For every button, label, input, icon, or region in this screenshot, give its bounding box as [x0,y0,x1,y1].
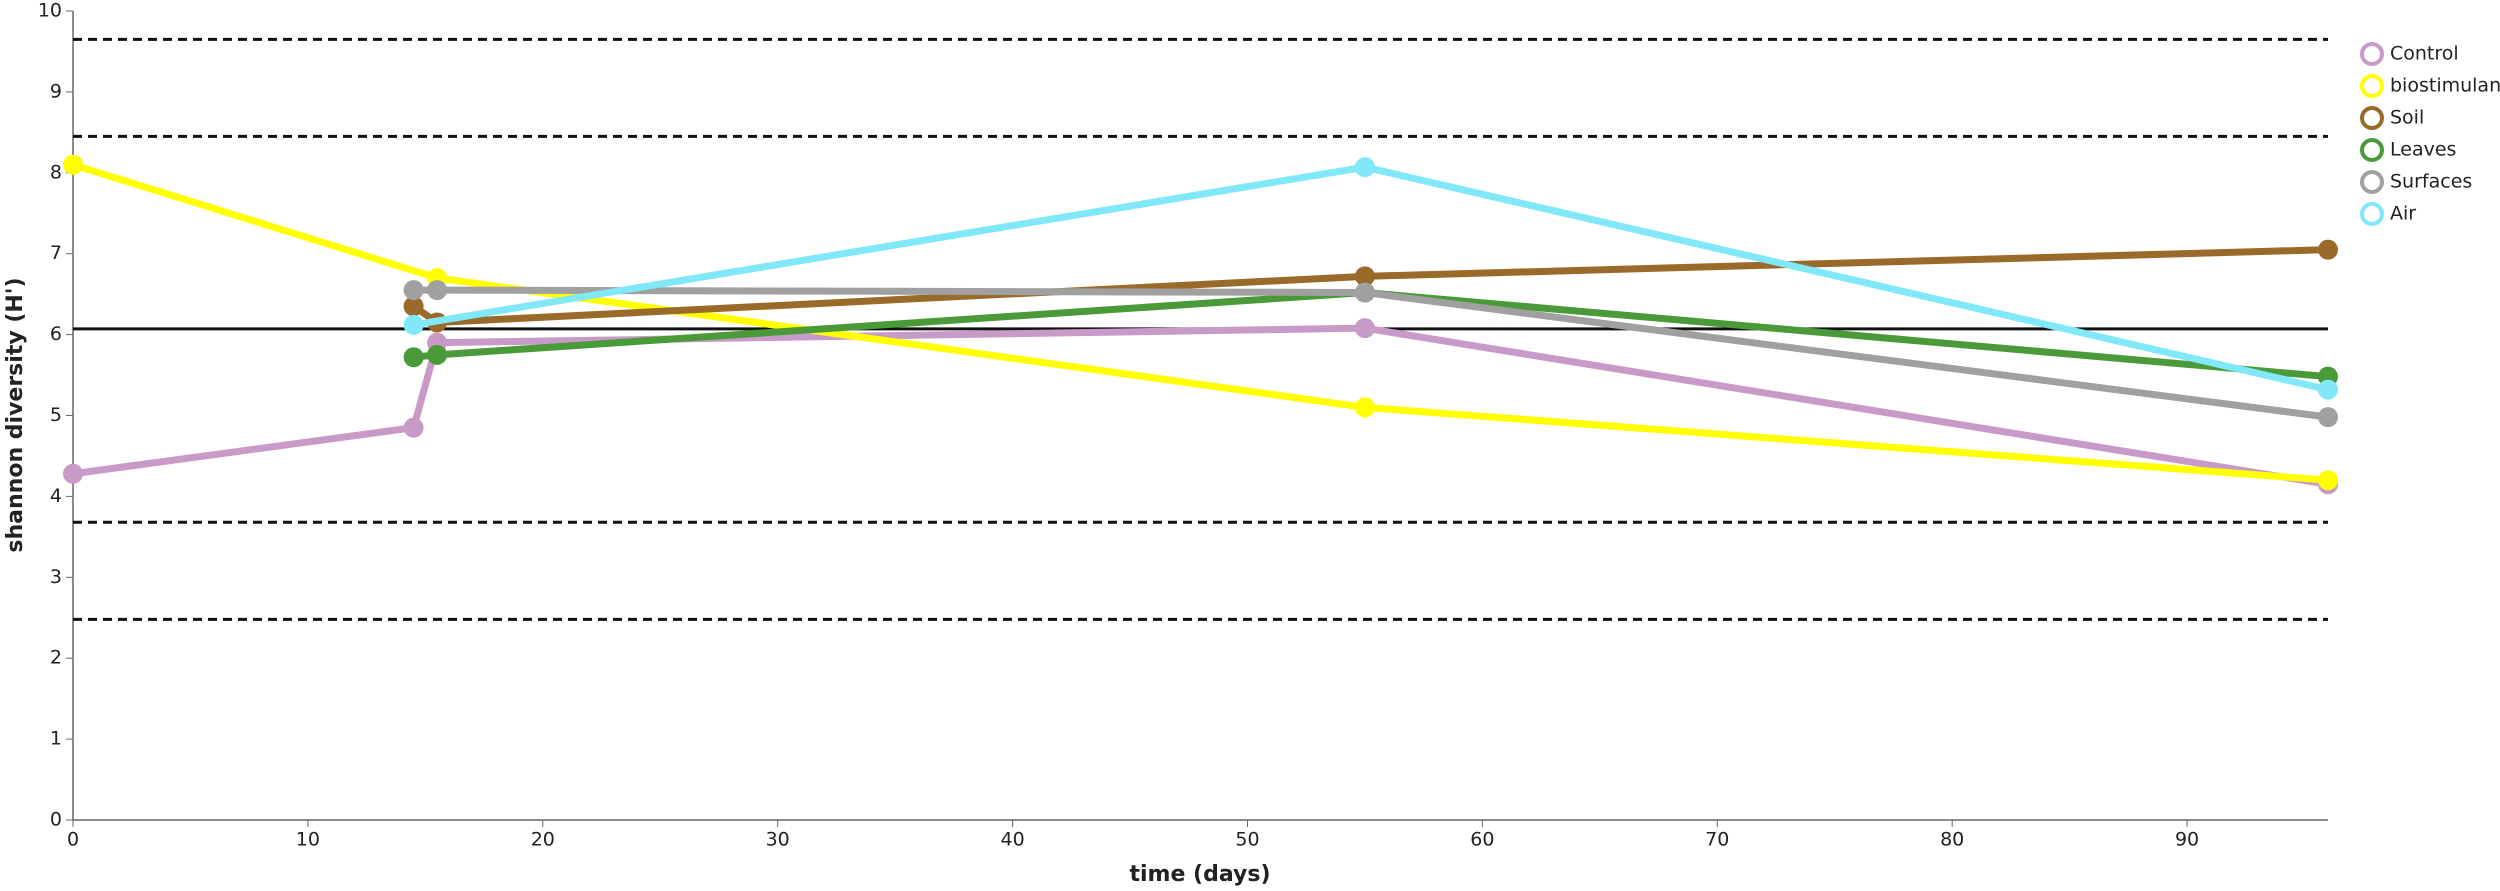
data-point [403,417,424,438]
y-tick-label: 3 [50,566,62,588]
legend-label: Soil [2390,107,2424,129]
x-tick-label: 10 [296,829,320,851]
y-tick-label: 7 [50,242,62,264]
x-tick-label: 90 [2175,829,2199,851]
legend-marker [2360,202,2384,226]
data-point [403,280,424,301]
data-point [1354,318,1375,339]
x-tick-label: 60 [1470,829,1494,851]
x-axis-label: time (days) [1129,862,1270,887]
data-point [2318,239,2338,260]
series-line [411,246,2329,326]
data-point [1354,266,1375,287]
data-point [1354,282,1375,303]
series-line [413,286,2329,421]
legend-marker [2360,170,2384,194]
y-tick-label: 2 [50,647,62,669]
data-point [1354,157,1375,178]
data-point [1354,397,1375,418]
data-point [427,280,448,301]
data-point [2318,470,2338,491]
data-point [63,463,83,484]
y-tick-label: 4 [50,485,62,507]
data-point [63,154,83,175]
x-tick-label: 40 [1000,829,1024,851]
data-point [2318,407,2338,428]
legend-marker [2360,106,2384,130]
data-point [427,344,448,365]
series-line [71,161,2329,484]
y-tick-label: 10 [38,0,62,22]
x-tick-label: 80 [1940,829,1964,851]
legend-marker [2360,74,2384,98]
x-tick-label: 0 [67,829,79,851]
legend-marker [2360,42,2384,66]
y-tick-label: 9 [50,80,62,102]
legend-label: Control [2390,43,2459,65]
legend-label: Air [2390,203,2416,225]
legend-marker [2360,138,2384,162]
legend-label: biostimulant [2390,75,2500,97]
x-tick-label: 20 [531,829,555,851]
legend-label: Leaves [2390,139,2456,161]
y-tick-label: 6 [50,323,62,345]
legend-label: Surfaces [2390,171,2472,193]
data-point [403,296,424,317]
x-tick-label: 30 [766,829,790,851]
y-tick-label: 1 [50,728,62,750]
x-tick-label: 70 [1705,829,1729,851]
data-point [403,314,424,335]
y-tick-label: 8 [50,161,62,183]
x-tick-label: 50 [1235,829,1259,851]
data-point [2318,379,2338,400]
y-tick-label: 5 [50,404,62,426]
series-line [413,289,2329,381]
y-tick-label: 0 [50,809,62,831]
data-point [403,347,424,368]
y-axis-label: shannon diversity (H') [3,277,28,552]
